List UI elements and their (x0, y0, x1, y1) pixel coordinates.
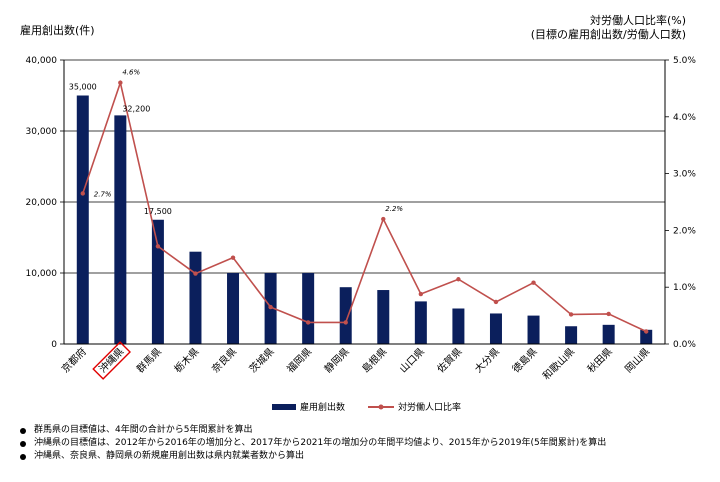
bullet-icon (20, 440, 26, 447)
bar (565, 326, 578, 344)
ratio-point (118, 80, 123, 85)
footnote-text: 群馬県の目標値は、4年間の合計から5年間累計を算出 (34, 425, 253, 435)
legend-line-swatch (368, 404, 394, 409)
y-tick-label-right: 3.0% (673, 170, 696, 180)
legend-bar-label: 雇用創出数 (300, 403, 346, 413)
bar (414, 301, 427, 344)
ratio-line (82, 79, 647, 333)
ratio-point (493, 299, 499, 305)
bar (189, 251, 202, 344)
bar (602, 324, 615, 344)
bar (302, 273, 315, 344)
line-data-label: 2.7% (94, 190, 112, 198)
x-tick-label: 静岡県 (321, 345, 351, 375)
y-tick-label-left: 0 (51, 340, 57, 350)
bar-series (76, 95, 653, 344)
bullet-icon (20, 427, 26, 434)
labels: 35,000 32,200 17,500 2.7% 4.6% 2.2% (69, 69, 404, 216)
bar (377, 290, 390, 344)
ratio-point (80, 191, 85, 196)
bar (489, 313, 502, 344)
footnote-text: 沖縄県の目標値は、2012年から2016年の増加分と、2017年から2021年の… (34, 438, 607, 448)
footnote: 沖縄県の目標値は、2012年から2016年の増加分と、2017年から2021年の… (20, 437, 606, 450)
line-data-label: 2.2% (385, 205, 403, 213)
ratio-point (606, 311, 611, 317)
legend-bar-swatch (272, 403, 296, 410)
y-tick-label-right: 4.0% (673, 113, 696, 123)
y-tick-label-right: 5.0% (673, 56, 696, 66)
ratio-point (155, 244, 161, 249)
ratio-point (305, 320, 311, 325)
x-tick-label: 京都府 (58, 345, 88, 375)
y-axis-title-right-line2: (目標の雇用創出数/労働人口数) (530, 28, 686, 41)
bar (114, 115, 127, 344)
y-axis-title-right: 対労働人口比率(%) (目標の雇用創出数/労働人口数) (531, 14, 686, 42)
ratio-point (268, 304, 273, 310)
x-tick-label: 島根県 (359, 345, 389, 375)
bar (640, 329, 653, 344)
legend-item-bar: 雇用創出数 (272, 400, 345, 413)
x-tick-label: 佐賀県 (435, 346, 465, 376)
ratio-point (230, 255, 236, 260)
bar-data-label: 35,000 (69, 83, 97, 92)
bar (227, 273, 240, 344)
bullet-icon (20, 453, 26, 460)
bar (452, 308, 465, 344)
line-series (80, 79, 649, 334)
footnote-text: 沖縄県、奈良県、静岡県の新規雇用創出数は県内就業者数から算出 (34, 451, 305, 461)
x-tick-label: 群馬県 (134, 345, 164, 375)
x-tick-label: 福岡県 (284, 345, 314, 375)
ratio-point (568, 312, 574, 317)
y-tick-label-right: 2.0% (673, 226, 696, 236)
x-tick-label: 栃木県 (171, 345, 201, 375)
y-tick-label-right: 0.0% (673, 340, 696, 350)
ratio-point (381, 216, 386, 222)
x-tick-label: 和歌山県 (540, 345, 577, 382)
y-axis-title-left: 雇用創出数(件) (20, 24, 95, 37)
bar-data-label: 17,500 (144, 207, 172, 216)
ratio-point (343, 320, 348, 325)
bar (151, 219, 164, 344)
footnote: 沖縄県、奈良県、静岡県の新規雇用創出数は県内就業者数から算出 (20, 450, 606, 463)
ratio-point (418, 291, 424, 297)
y-tick-label-left: 30,000 (26, 127, 58, 137)
highlight-box (92, 341, 131, 380)
ratio-point (531, 280, 536, 285)
y-tick-label-right: 1.0% (673, 283, 696, 293)
ratio-point (644, 329, 649, 334)
footnote: 群馬県の目標値は、4年間の合計から5年間累計を算出 (20, 424, 606, 437)
footnotes: 群馬県の目標値は、4年間の合計から5年間累計を算出 沖縄県の目標値は、2012年… (20, 424, 606, 463)
line-data-label: 4.6% (122, 69, 140, 77)
ratio-point (193, 271, 198, 276)
ratio-point (456, 277, 461, 282)
y-tick-label-left: 20,000 (26, 198, 58, 208)
x-tick-label: 秋田県 (584, 345, 614, 375)
x-tick-label: 山口県 (397, 346, 427, 376)
y-tick-label-left: 40,000 (26, 56, 58, 66)
bar (527, 315, 540, 344)
x-tick-label: 徳島県 (509, 345, 539, 375)
legend-line-label: 対労働人口比率 (398, 403, 462, 413)
bar (76, 95, 89, 344)
x-tick-label: 奈良県 (209, 345, 239, 375)
y-axis-title-right-line1: 対労働人口比率(%) (589, 14, 686, 27)
x-tick-label: 岡山県 (623, 346, 653, 376)
bar-data-label: 32,200 (122, 104, 150, 113)
x-tick-label: 茨城県 (246, 345, 276, 375)
bar (339, 287, 352, 344)
legend-item-line: 対労働人口比率 (368, 400, 461, 413)
y-tick-label-left: 10,000 (26, 269, 58, 279)
x-tick-label: 大分県 (472, 345, 502, 375)
